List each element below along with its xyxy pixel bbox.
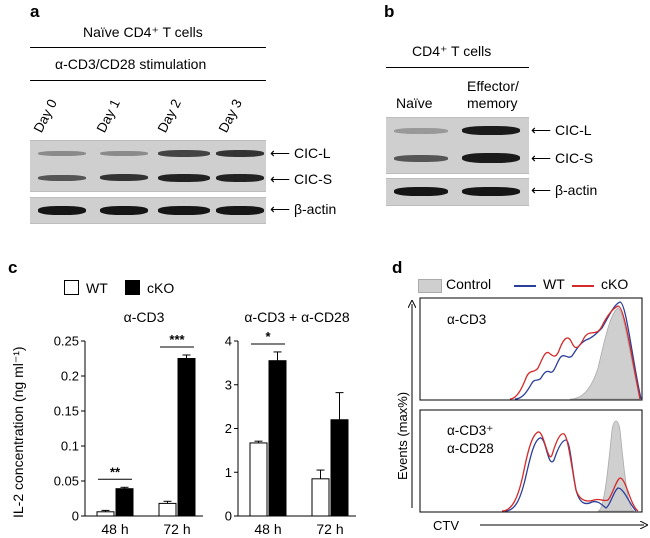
legend-wt-swatch	[64, 280, 79, 295]
y-tick-label: 0.1	[61, 439, 79, 454]
band	[462, 153, 520, 163]
lane-day-2: Day 2	[154, 96, 185, 135]
legend-control-swatch	[418, 279, 442, 293]
y-tick-label: 0.15	[54, 404, 79, 419]
panel-d-xlabel: CTV	[433, 518, 459, 533]
band	[462, 126, 520, 135]
wt-histogram	[504, 437, 637, 512]
chart-acd3-acd28: α-CD3 + α-CD28 0 1 2 3 4 48 h * 72 h	[225, 309, 356, 537]
cko-histogram	[501, 431, 639, 512]
histogram-top-label: α-CD3	[447, 312, 487, 327]
band	[216, 150, 264, 157]
cko-histogram	[509, 305, 641, 400]
histogram-acd3	[419, 297, 643, 401]
band	[100, 206, 148, 215]
panel-a-title: Naïve CD4⁺ T cells	[83, 24, 203, 40]
band	[394, 187, 448, 196]
lane-effector: Effector/	[467, 78, 519, 94]
y-tick-label: 4	[225, 334, 232, 349]
chart-acd3: α-CD3 0 0.05 0.1 0.15 0.2 0.25 48 h ** 72 h ***	[54, 309, 203, 537]
bar-wt-0	[96, 511, 115, 517]
blot-a-actin	[30, 197, 266, 224]
legend-cko-line	[572, 285, 594, 287]
band	[158, 150, 210, 157]
panel-a-subtitle-rule	[30, 80, 266, 81]
band	[38, 206, 86, 215]
significance-stars: **	[110, 464, 121, 479]
y-tick-label: 0.2	[61, 369, 79, 384]
band	[394, 128, 448, 134]
band	[38, 151, 86, 156]
panel-b-title: CD4⁺ T cells	[412, 43, 492, 59]
lane-day-0: Day 0	[30, 96, 61, 135]
blot-a-cic	[30, 140, 266, 192]
band-label-cic-l-b: ⟵ CIC-L	[531, 122, 592, 138]
panel-c-charts: α-CD3 0 0.05 0.1 0.15 0.2 0.25 48 h ** 72 h *** α-…	[54, 309, 356, 537]
histogram-bottom-label-1: α-CD3⁺	[447, 423, 494, 438]
chart-title: α-CD3 + α-CD28	[244, 309, 349, 325]
legend-cko-swatch	[125, 280, 140, 295]
panel-d-histograms	[400, 297, 650, 538]
legend-cko-label: cKO	[147, 280, 175, 296]
bar-cko-1	[330, 419, 349, 517]
control-histogram	[569, 307, 641, 400]
legend-wt-label: WT	[86, 280, 108, 296]
legend-control-label: Control	[446, 276, 492, 292]
band	[394, 155, 448, 162]
x-tick-label: 72 h	[163, 521, 190, 537]
bar-wt-0	[249, 442, 268, 517]
bar-wt-1	[158, 502, 177, 517]
legend-wt-text: WT	[543, 276, 565, 292]
wt-histogram	[514, 301, 642, 400]
lane-memory: memory	[467, 95, 518, 111]
band	[462, 187, 520, 196]
band-label-actin-a: ⟵ β-actin	[270, 201, 337, 217]
x-tick-label: 48 h	[101, 521, 128, 537]
bar-wt-1	[311, 478, 330, 517]
panel-d-label: d	[392, 258, 403, 277]
panel-a-subtitle: α-CD3/CD28 stimulation	[55, 56, 207, 72]
y-tick-label: 0	[72, 509, 79, 524]
band	[100, 174, 148, 181]
band	[158, 206, 210, 215]
y-tick-label: 0.05	[54, 474, 79, 489]
band-label-cic-s-b: ⟵ CIC-S	[531, 150, 594, 166]
lane-day-1: Day 1	[93, 96, 124, 135]
blot-b-cic	[386, 117, 529, 174]
control-histogram	[597, 420, 635, 512]
band	[100, 151, 148, 156]
y-tick-label: 1	[225, 465, 232, 480]
panel-b-title-rule	[386, 67, 529, 68]
y-tick-label: 3	[225, 377, 232, 392]
band-label-actin-b: ⟵ β-actin	[531, 182, 598, 198]
significance-stars: ***	[169, 332, 185, 347]
band-label-cic-s-a: ⟵ CIC-S	[270, 171, 333, 187]
histogram-acd3-acd28	[419, 409, 643, 513]
y-tick-label: 0.25	[54, 334, 79, 349]
bar-cko-1	[177, 358, 196, 517]
band	[216, 174, 264, 182]
panel-a-title-rule	[30, 47, 266, 48]
x-tick-label: 48 h	[254, 521, 281, 537]
chart-title: α-CD3	[124, 309, 165, 325]
band	[216, 206, 264, 215]
significance-stars: *	[265, 329, 271, 344]
x-tick-label: 72 h	[316, 521, 343, 537]
panel-c-label: c	[8, 258, 18, 277]
bar-cko-0	[268, 360, 287, 517]
y-tick-label: 2	[225, 421, 232, 436]
panel-b-label: b	[384, 2, 395, 21]
bar-cko-0	[115, 488, 134, 517]
legend-cko-text: cKO	[601, 276, 629, 292]
panel-a-label: a	[30, 2, 40, 21]
lane-naive: Naïve	[396, 95, 433, 111]
lane-day-3: Day 3	[215, 96, 246, 135]
y-tick-label: 0	[225, 509, 232, 524]
histogram-bottom-label-2: α-CD28	[447, 441, 494, 456]
band	[158, 174, 210, 182]
legend-wt-line	[514, 285, 536, 287]
blot-b-actin	[386, 178, 529, 206]
band	[38, 175, 86, 181]
band-label-cic-l-a: ⟵ CIC-L	[270, 145, 331, 161]
